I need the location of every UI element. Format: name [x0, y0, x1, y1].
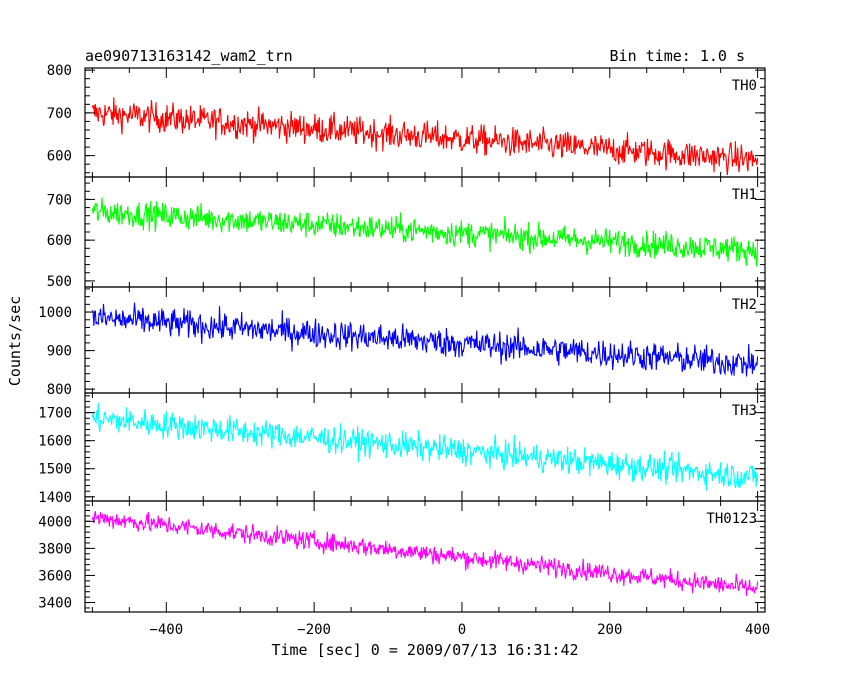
series-line-th0123	[91, 511, 759, 597]
y-tick-label: 1400	[38, 490, 72, 506]
y-tick-label: 800	[47, 63, 72, 79]
series-line-th0	[91, 97, 759, 176]
panel-label: TH0	[732, 78, 757, 94]
panel-th3: 1400 1500 1600 1700 TH3	[38, 392, 766, 506]
y-tick-label: 1700	[38, 406, 72, 422]
y-tick-label: 1500	[38, 462, 72, 478]
panel-label: TH0123	[706, 511, 757, 527]
panel-label: TH2	[732, 297, 757, 313]
panels-group: 600 700 800 TH0 500 600 700 TH1 800 900 1000 TH2 140…	[38, 63, 770, 638]
y-axis-label: Counts/sec	[6, 296, 24, 386]
series-line-th1	[91, 197, 759, 267]
panel-th2: 800 900 1000 TH2	[38, 286, 766, 398]
panel-label: TH1	[732, 187, 757, 203]
y-tick-label: 1600	[38, 434, 72, 450]
y-tick-label: 600	[47, 149, 72, 165]
y-tick-label: 700	[47, 106, 72, 122]
chart-title: ae090713163142_wam2_trn	[85, 47, 293, 65]
x-tick-label: −400	[149, 622, 183, 638]
x-axis-label: Time [sec] 0 = 2009/07/13 16:31:42	[271, 641, 578, 659]
x-tick-label: 400	[745, 622, 770, 638]
panel-th0: 600 700 800 TH0	[47, 63, 766, 178]
y-tick-label: 3600	[38, 568, 72, 584]
panel-th0123: 3400 3600 3800 4000 TH0123	[38, 500, 766, 613]
panel-frame	[84, 176, 766, 288]
y-tick-label: 600	[47, 233, 72, 249]
y-tick-label: 3400	[38, 596, 72, 612]
y-tick-label: 900	[47, 344, 72, 360]
series-line-th3	[91, 402, 759, 491]
chart-subtitle: Bin time: 1.0 s	[610, 47, 745, 65]
y-tick-label: 1000	[38, 305, 72, 321]
y-tick-label: 700	[47, 192, 72, 208]
y-tick-label: 4000	[38, 514, 72, 530]
x-tick-label: 0	[458, 622, 466, 638]
panel-label: TH3	[732, 403, 757, 419]
y-tick-label: 800	[47, 382, 72, 398]
x-tick-label: 200	[597, 622, 622, 638]
panel-th1: 500 600 700 TH1	[47, 176, 766, 290]
y-tick-label: 500	[47, 274, 72, 290]
y-tick-label: 3800	[38, 541, 72, 557]
x-tick-label: −200	[297, 622, 331, 638]
series-line-th2	[91, 302, 759, 377]
